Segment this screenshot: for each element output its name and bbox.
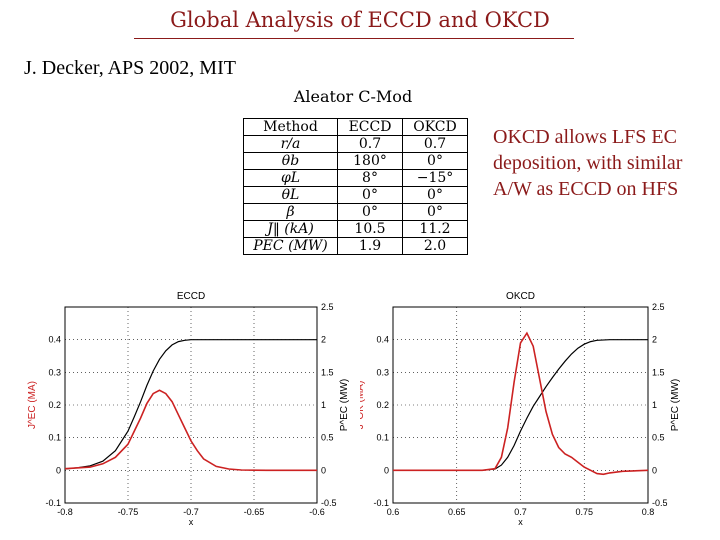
y-left-tick-label: 0.1 <box>376 433 389 443</box>
y-left-tick-label: 0.3 <box>48 367 61 377</box>
okcd-chart: 0.6 0.65 0.7 0.75 0.8 -0.1 0 0.1 0.2 0.3 0.4 -0.5 0 0… <box>360 291 681 527</box>
plot-frame <box>64 306 318 504</box>
x-tick-label: 0.65 <box>448 507 466 517</box>
y-left-axis-label: J^EC (MA) <box>27 381 38 429</box>
y-right-tick-label: 1.5 <box>652 367 665 377</box>
y-left-tick-label: 0.1 <box>48 433 61 443</box>
table-header-row: Method ECCD OKCD <box>243 118 468 136</box>
header-method: Method <box>243 118 338 136</box>
y-left-tick-label: 0.3 <box>376 367 389 377</box>
y-left-tick-label: 0.2 <box>48 400 61 410</box>
header-eccd: ECCD <box>337 118 403 136</box>
table-caption: Aleator C-Mod <box>293 87 413 106</box>
x-tick-label: 0.6 <box>387 507 400 517</box>
y-right-axis-label: P^EC (MW) <box>670 379 681 431</box>
y-left-tick-label: -0.1 <box>45 498 61 508</box>
y-left-tick-label: 0.2 <box>376 400 389 410</box>
y-left-tick-label: 0 <box>56 465 61 475</box>
power-curve-line <box>393 339 648 471</box>
slide-title: Global Analysis of ECCD and OKCD <box>170 8 550 32</box>
y-right-tick-label: -0.5 <box>321 498 337 508</box>
x-tick-label: -0.6 <box>309 507 325 517</box>
title-underline <box>134 38 574 39</box>
y-right-tick-label: 1 <box>321 400 326 410</box>
y-right-tick-label: 0 <box>321 465 326 475</box>
x-axis-label: x <box>518 517 523 527</box>
y-right-tick-label: 0.5 <box>652 433 665 443</box>
eccd-chart: -0.8 -0.75 -0.7 -0.65 -0.6 -0.1 0 0.1 0.2 0.3 0.4 -… <box>27 291 350 527</box>
x-tick-label: -0.75 <box>118 507 139 517</box>
chart-title: OKCD <box>506 291 535 302</box>
y-left-axis-label: J^OK (MA) <box>360 381 366 430</box>
x-tick-label: 0.8 <box>642 507 655 517</box>
y-right-tick-label: -0.5 <box>652 498 668 508</box>
x-axis-label: x <box>189 517 194 527</box>
y-right-axis-label: P^EC (MW) <box>339 379 350 431</box>
row-label: PEC (MW) <box>243 237 338 255</box>
eccd-value: 1.9 <box>337 237 403 255</box>
header-okcd: OKCD <box>402 118 468 136</box>
table-row: β 0° 0° <box>243 203 468 221</box>
chart-title: ECCD <box>177 291 205 302</box>
y-right-tick-label: 2 <box>321 335 326 345</box>
power-curve-line <box>64 339 317 470</box>
okcd-value: 11.2 <box>402 220 468 238</box>
x-tick-label: -0.7 <box>183 507 199 517</box>
y-right-tick-label: 2.5 <box>652 302 665 312</box>
author-line: J. Decker, APS 2002, MIT <box>24 57 236 79</box>
table-row: PEC (MW) 1.9 2.0 <box>243 237 468 255</box>
y-left-tick-label: 0.4 <box>48 335 61 345</box>
y-right-tick-label: 1 <box>652 400 657 410</box>
y-right-tick-label: 2.5 <box>321 302 334 312</box>
x-tick-label: -0.8 <box>57 507 73 517</box>
okcd-value: 0° <box>402 203 468 221</box>
summary-note: OKCD allows LFS EC deposition, with simi… <box>493 126 683 200</box>
row-label: θb <box>243 152 338 170</box>
y-left-tick-label: 0 <box>384 465 389 475</box>
okcd-value: 2.0 <box>402 237 468 255</box>
parameter-table: Method ECCD OKCD r/a 0.7 0.7 θb 180° 0° … <box>243 118 468 255</box>
current-density-line <box>393 331 649 476</box>
x-tick-label: 0.75 <box>575 507 593 517</box>
eccd-value: 180° <box>337 152 403 170</box>
eccd-value: 0° <box>337 203 403 221</box>
y-right-tick-label: 0 <box>652 465 657 475</box>
y-right-tick-label: 2 <box>652 335 657 345</box>
x-tick-label: -0.65 <box>244 507 265 517</box>
y-left-tick-label: 0.4 <box>376 335 389 345</box>
y-right-tick-label: 0.5 <box>321 433 334 443</box>
x-tick-label: 0.7 <box>514 507 527 517</box>
y-left-tick-label: -0.1 <box>373 498 389 508</box>
y-right-tick-label: 1.5 <box>321 367 334 377</box>
current-density-line <box>64 389 317 472</box>
